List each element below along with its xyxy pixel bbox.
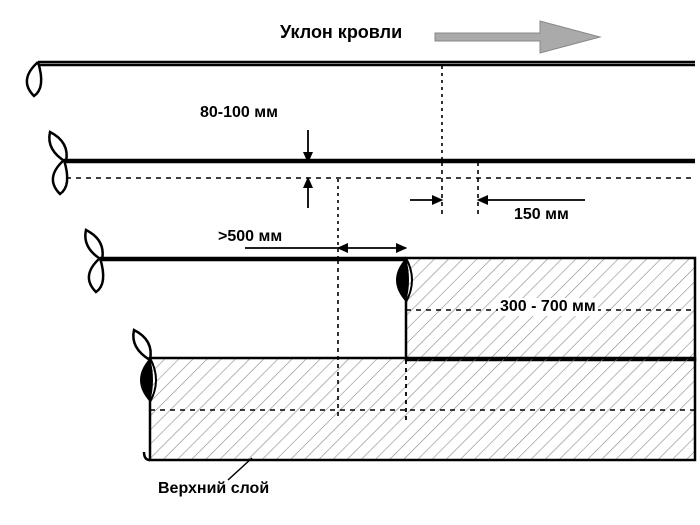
overlap-vertical-label: 80-100 мм: [200, 104, 278, 122]
roofing-diagram: Уклон кровли 80-100 мм 150 мм >500 мм 30…: [0, 0, 700, 525]
top-layer-bottom: [140, 358, 695, 460]
layer-2: [53, 160, 695, 260]
stagger-label: >500 мм: [218, 228, 282, 246]
layer-3: [89, 258, 406, 360]
overlap-horizontal-label: 300 - 700 мм: [498, 298, 598, 316]
seam-distance-label: 150 мм: [514, 206, 569, 224]
title-label: Уклон кровли: [280, 22, 402, 43]
top-layer-label: Верхний слой: [158, 480, 269, 498]
slope-arrow: [435, 21, 600, 53]
